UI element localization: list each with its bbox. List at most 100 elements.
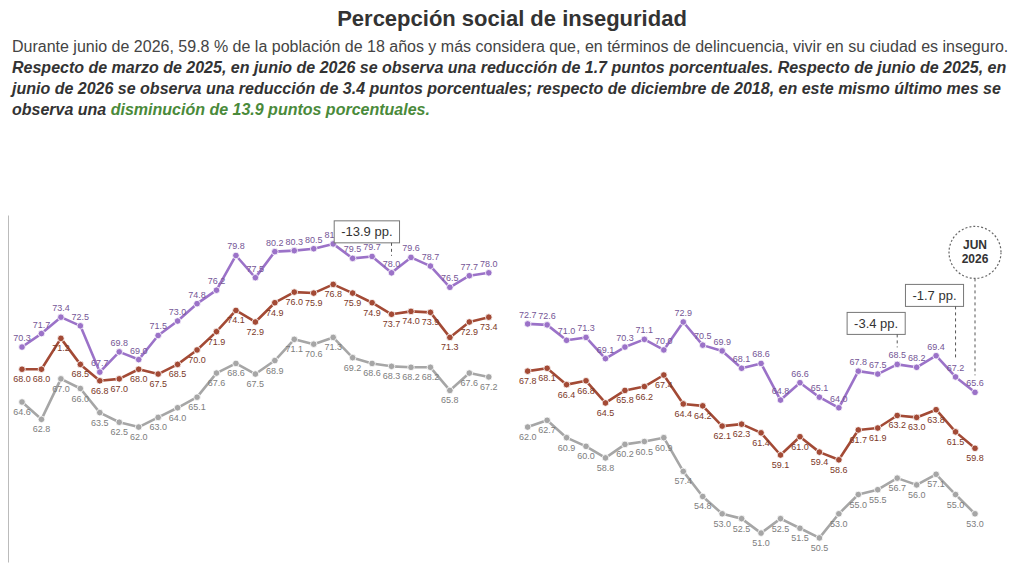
- subtitle-word: de: [159, 59, 182, 76]
- data-label: 67.2: [480, 382, 498, 392]
- series-point: [738, 421, 745, 428]
- data-label: 51.5: [791, 533, 809, 543]
- subtitle-word: 3.4: [338, 80, 365, 97]
- subtitle-word: de: [292, 59, 315, 76]
- annotation: -3.4 pp.: [847, 312, 905, 347]
- subtitle-word: observa: [12, 101, 73, 118]
- data-label: 67.6: [208, 378, 226, 388]
- data-label: 56.0: [908, 490, 926, 500]
- series-point: [855, 368, 862, 375]
- annotation-circle: [949, 226, 1001, 278]
- data-label: 61.4: [752, 438, 770, 448]
- series-point: [252, 274, 259, 281]
- data-label: 68.0: [33, 374, 51, 384]
- annotation-text: -3.4 pp.: [854, 316, 898, 331]
- data-label: 71.9: [208, 337, 226, 347]
- data-label: 64.2: [694, 411, 712, 421]
- data-label: 66.6: [791, 369, 809, 379]
- data-label: 55.0: [947, 500, 965, 510]
- data-label: 68.6: [363, 368, 381, 378]
- subtitle-word: puntos: [607, 59, 665, 76]
- data-label: 68.1: [733, 354, 751, 364]
- series-point: [77, 323, 84, 330]
- data-label: 65.1: [188, 402, 206, 412]
- series-point: [874, 486, 881, 493]
- data-label: 67.2: [947, 363, 965, 373]
- series-point: [408, 254, 415, 261]
- annotation-box: [905, 284, 963, 306]
- data-label: 70.3: [616, 333, 634, 343]
- subtitle-word: su: [844, 38, 865, 55]
- data-label: 68.5: [888, 350, 906, 360]
- series-point: [447, 284, 454, 291]
- subtitle-word: es: [917, 38, 938, 55]
- series-point: [602, 400, 609, 407]
- data-label: 57.4: [674, 476, 692, 486]
- series-point: [836, 511, 843, 518]
- series-point: [544, 322, 551, 329]
- data-label: 73.0: [169, 307, 187, 317]
- series-point: [485, 374, 492, 381]
- series-point: [583, 334, 590, 341]
- subtitle-word: de: [50, 80, 73, 97]
- data-label: 77.5: [247, 264, 265, 274]
- series-point: [524, 368, 531, 375]
- series-point: [272, 248, 279, 255]
- data-label: 74.9: [266, 308, 284, 318]
- series-point: [233, 360, 240, 367]
- data-label: 67.4: [655, 380, 673, 390]
- data-label: 61.5: [947, 437, 965, 447]
- data-label: 60.9: [655, 443, 673, 453]
- series-point: [855, 491, 862, 498]
- series-point: [933, 471, 940, 478]
- series-point: [349, 290, 356, 297]
- data-label: 68.0: [130, 374, 148, 384]
- series-point: [797, 525, 804, 532]
- series-point: [583, 377, 590, 384]
- data-label: 64.5: [597, 408, 615, 418]
- subtitle-word: mismo: [834, 80, 890, 97]
- series-point: [933, 352, 940, 359]
- data-label: 79.5: [344, 244, 362, 254]
- data-label: 52.5: [733, 524, 751, 534]
- data-label: 79.7: [363, 242, 381, 252]
- series-point: [661, 372, 668, 379]
- series-point: [699, 403, 706, 410]
- data-label: 69.2: [344, 363, 362, 373]
- annotation-leader: [975, 278, 976, 375]
- series-point: [738, 515, 745, 522]
- subtitle-word: marzo: [107, 59, 159, 76]
- data-label: 61.9: [869, 433, 887, 443]
- series-point: [972, 511, 979, 518]
- series-point: [252, 371, 259, 378]
- series-point: [388, 363, 395, 370]
- series-point: [563, 381, 570, 388]
- data-label: 69.8: [110, 338, 128, 348]
- subtitle-word: se: [355, 59, 377, 76]
- data-label: 63.0: [149, 422, 167, 432]
- data-label: 67.0: [110, 384, 128, 394]
- annotation-leader: [955, 306, 956, 360]
- annotation-leader: [391, 243, 392, 256]
- subtitle-word: de: [340, 38, 362, 55]
- series-point: [952, 374, 959, 381]
- data-label: 59.8: [966, 453, 984, 463]
- data-label: 71.2: [52, 343, 70, 353]
- subtitle-word: de: [315, 80, 338, 97]
- data-label: 76.0: [286, 297, 304, 307]
- subtitle-word: diciembre: [626, 80, 706, 97]
- y-axis: [8, 216, 9, 563]
- series-point: [77, 361, 84, 368]
- series-point: [174, 318, 181, 325]
- series-point: [38, 330, 45, 337]
- data-label: 71.5: [149, 321, 167, 331]
- series-point: [952, 491, 959, 498]
- series-point: [563, 434, 570, 441]
- series-point: [699, 493, 706, 500]
- series-point: [855, 427, 862, 434]
- series-point: [816, 449, 823, 456]
- data-label: 71.3: [441, 342, 459, 352]
- subtitle-word: una: [443, 59, 476, 76]
- subtitle-word: en: [580, 38, 602, 55]
- annotation-box: [847, 312, 905, 334]
